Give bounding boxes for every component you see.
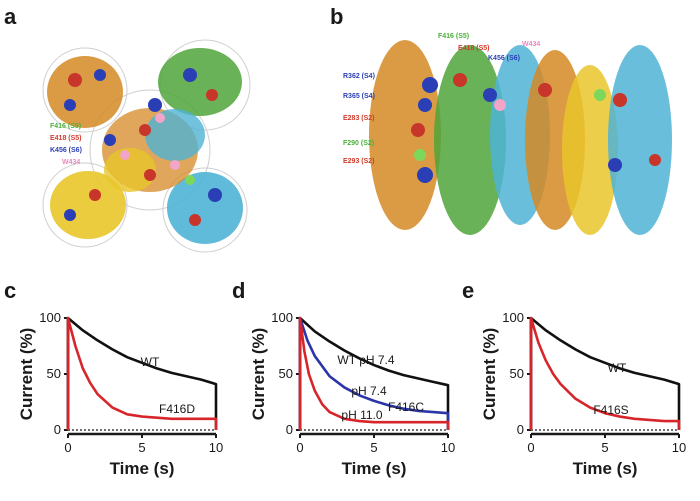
x-tick-label: 0 [64,440,71,455]
series-label: F416S [593,403,628,417]
y-tick-label: 100 [39,310,61,325]
panel-letter-e: e [462,278,474,303]
x-axis-title: Time (s) [342,459,407,478]
structure-label: F416 (S5) [438,33,469,40]
chart-panel-e: 0 50 100 0 5 10 Time (s) Current (%) WT F416S [480,310,686,478]
y-tick-label: 100 [271,310,293,325]
series-label: pH 7.4 [351,384,387,398]
x-tick-label: 10 [672,440,686,455]
y-tick-label: 0 [286,422,293,437]
structure-side-view: F416 (S5) E418 (S5) W434 K456 (S6) R362 … [343,33,672,235]
structure-label: W434 [522,41,540,48]
structure-label: R362 (S4) [343,73,375,80]
structure-label: K456 (S6) [488,55,520,62]
panel-letter-a: a [4,4,17,29]
chart-panel-d: 0 50 100 0 5 10 Time (s) Current (%) WT pH 7.4 pH… [249,310,455,478]
structure-top-view: F416 (S5) E418 (S5) K456 (S6) W434 [42,39,251,253]
x-axis-title: Time (s) [573,459,638,478]
x-axis-title: Time (s) [110,459,175,478]
panel-letter-c: c [4,278,16,303]
structure-label: K456 (S6) [50,147,82,154]
y-axis-title: Current (%) [17,328,36,421]
series-line [66,316,218,430]
series-label: WT [141,355,160,369]
series-label: F416D [159,402,195,416]
structure-label: F416 (S5) [50,123,81,130]
series-label: WT pH 7.4 [337,353,394,367]
x-tick-label: 0 [527,440,534,455]
y-tick-label: 50 [47,366,61,381]
series-line [66,316,218,430]
structure-label: W434 [62,159,80,166]
series-label: F416C [388,400,424,414]
structure-label: R365 (S4) [343,93,375,100]
series-label: pH 11.0 [341,408,382,422]
structure-label: F290 (S2) [343,140,374,147]
structure-label: E293 (S2) [343,158,375,165]
structure-label: E418 (S5) [458,45,490,52]
series-line [298,316,450,430]
series-line [529,316,681,430]
y-tick-label: 0 [54,422,61,437]
x-tick-label: 10 [441,440,455,455]
y-tick-label: 100 [502,310,524,325]
panel-letter-b: b [330,4,343,29]
y-tick-label: 0 [517,422,524,437]
x-tick-label: 5 [370,440,377,455]
x-tick-label: 5 [601,440,608,455]
series-line [298,316,450,430]
y-axis-title: Current (%) [480,328,499,421]
x-tick-label: 10 [209,440,223,455]
y-tick-label: 50 [279,366,293,381]
structure-label: E418 (S5) [50,135,82,142]
series-label: WT [608,361,627,375]
series-line [529,316,681,430]
y-axis-title: Current (%) [249,328,268,421]
structure-label: E283 (S2) [343,115,375,122]
y-tick-label: 50 [510,366,524,381]
series-line [298,316,450,430]
panel-letter-d: d [232,278,245,303]
x-tick-label: 0 [296,440,303,455]
chart-panel-c: 0 50 100 0 5 10 Time (s) Current (%) WT F416D [17,310,223,478]
x-tick-label: 5 [138,440,145,455]
